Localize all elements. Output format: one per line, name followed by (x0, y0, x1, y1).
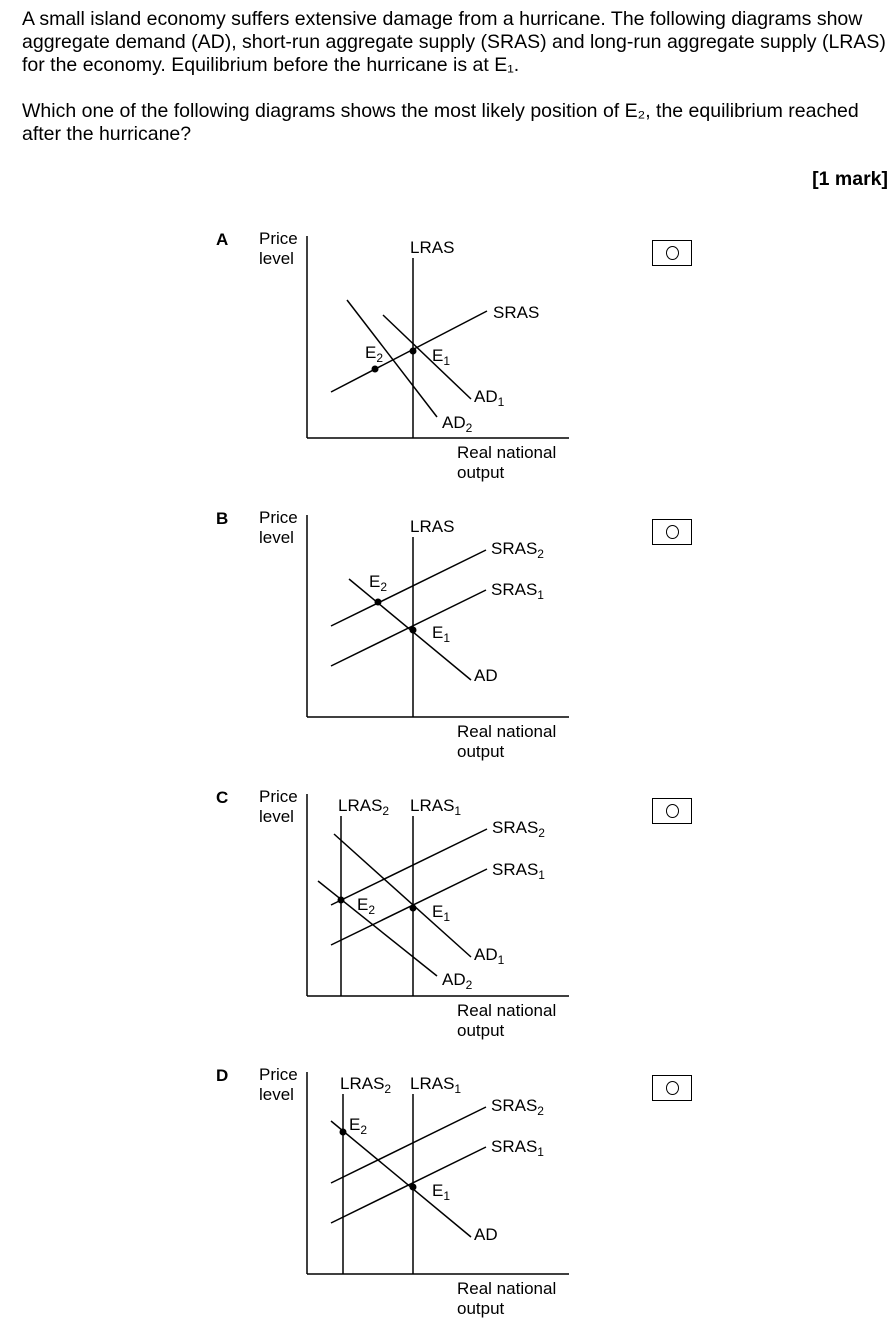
lras1-label: LRAS1 (410, 1074, 461, 1096)
sras2-label: SRAS2 (491, 539, 544, 561)
x-axis-label-line1: Real national (457, 1001, 557, 1020)
option-d-x-axis-label: Real national output (457, 1279, 556, 1319)
e2-label: E2 (365, 343, 383, 365)
option-b-letter: B (216, 509, 229, 528)
sras1-label: SRAS1 (491, 580, 544, 602)
e2-label: E2 (357, 895, 375, 917)
option-b-diagram: LRAS SRAS2 SRAS1 E1 E2 AD (306, 515, 569, 718)
question-text: A small island economy suffers extensive… (22, 8, 890, 146)
option-b-answer-box[interactable] (652, 519, 692, 545)
ad1-label: AD1 (474, 945, 505, 967)
option-c-answer-box[interactable] (652, 798, 692, 824)
sras2-curve (330, 828, 488, 906)
e2-point (337, 896, 345, 904)
e1-point (409, 1183, 417, 1191)
e2-label: E2 (369, 572, 387, 594)
lras-label: LRAS (410, 238, 454, 257)
answer-oval-icon (666, 1081, 679, 1095)
ad2-curve (317, 880, 438, 977)
sras1-label: SRAS1 (491, 1137, 544, 1159)
option-a-answer-box[interactable] (652, 240, 692, 266)
e1-point (409, 904, 417, 912)
answer-oval-icon (666, 525, 679, 539)
option-c-y-axis-label: Price level (259, 787, 298, 827)
sras1-label: SRAS1 (492, 860, 545, 882)
x-axis-label-line1: Real national (457, 443, 557, 462)
option-a-letter: A (216, 230, 229, 249)
lras2-label: LRAS2 (340, 1074, 391, 1096)
option-d-letter: D (216, 1066, 229, 1085)
sras2-label: SRAS2 (492, 818, 545, 840)
e2-point (371, 365, 379, 373)
e2-point (339, 1128, 347, 1136)
y-axis-label-line1: Price (259, 787, 298, 806)
ad2-label: AD2 (442, 970, 473, 992)
sras-label: SRAS (493, 303, 539, 322)
ad-label: AD (474, 666, 498, 685)
option-c-diagram: LRAS2 LRAS1 SRAS2 SRAS1 E1 E2 AD1 AD2 (306, 794, 569, 997)
sras2-curve (330, 1106, 487, 1184)
ad-curve (330, 1120, 472, 1238)
e2-point (374, 598, 382, 606)
sras2-label: SRAS2 (491, 1096, 544, 1118)
answer-oval-icon (666, 246, 679, 260)
sras-curve (330, 310, 488, 393)
y-axis-label-line1: Price (259, 229, 298, 248)
question-intro: A small island economy suffers extensive… (22, 8, 886, 76)
sras1-curve (330, 868, 488, 946)
lras2-label: LRAS2 (338, 796, 389, 818)
y-axis-label-line1: Price (259, 1065, 298, 1084)
x-axis-label-line2: output (457, 1299, 505, 1318)
e1-label: E1 (432, 346, 450, 368)
x-axis-label-line2: output (457, 463, 505, 482)
e1-point (409, 626, 417, 634)
ad1-curve (382, 314, 472, 400)
question-prompt: Which one of the following diagrams show… (22, 100, 859, 145)
answer-oval-icon (666, 804, 679, 818)
ad2-label: AD2 (442, 413, 473, 435)
option-d-diagram: LRAS2 LRAS1 SRAS2 SRAS1 E1 E2 AD (306, 1072, 569, 1275)
option-a-diagram: LRAS SRAS E1 E2 AD1 AD2 (306, 236, 569, 439)
option-a-x-axis-label: Real national output (457, 443, 556, 483)
sras2-curve (330, 549, 487, 627)
ad-label: AD (474, 1225, 498, 1244)
lras-label: LRAS (410, 517, 454, 536)
y-axis-label-line1: Price (259, 508, 298, 527)
e1-label: E1 (432, 1181, 450, 1203)
option-b-x-axis-label: Real national output (457, 722, 556, 762)
x-axis-label-line1: Real national (457, 1279, 557, 1298)
marks-label: [1 mark] (812, 168, 888, 190)
lras1-label: LRAS1 (410, 796, 461, 818)
option-a-y-axis-label: Price level (259, 229, 298, 269)
e1-label: E1 (432, 623, 450, 645)
e1-point (409, 347, 417, 355)
y-axis-label-line2: level (259, 249, 294, 268)
e1-label: E1 (432, 902, 450, 924)
option-d-answer-box[interactable] (652, 1075, 692, 1101)
y-axis-label-line2: level (259, 807, 294, 826)
option-c-letter: C (216, 788, 229, 807)
e2-label: E2 (349, 1115, 367, 1137)
x-axis-label-line1: Real national (457, 722, 557, 741)
x-axis-label-line2: output (457, 1021, 505, 1040)
ad2-curve (346, 299, 438, 418)
y-axis-label-line2: level (259, 528, 294, 547)
x-axis-label-line2: output (457, 742, 505, 761)
option-b-y-axis-label: Price level (259, 508, 298, 548)
option-c-x-axis-label: Real national output (457, 1001, 556, 1041)
option-d-y-axis-label: Price level (259, 1065, 298, 1105)
ad1-curve (333, 833, 472, 958)
ad1-label: AD1 (474, 387, 505, 409)
y-axis-label-line2: level (259, 1085, 294, 1104)
